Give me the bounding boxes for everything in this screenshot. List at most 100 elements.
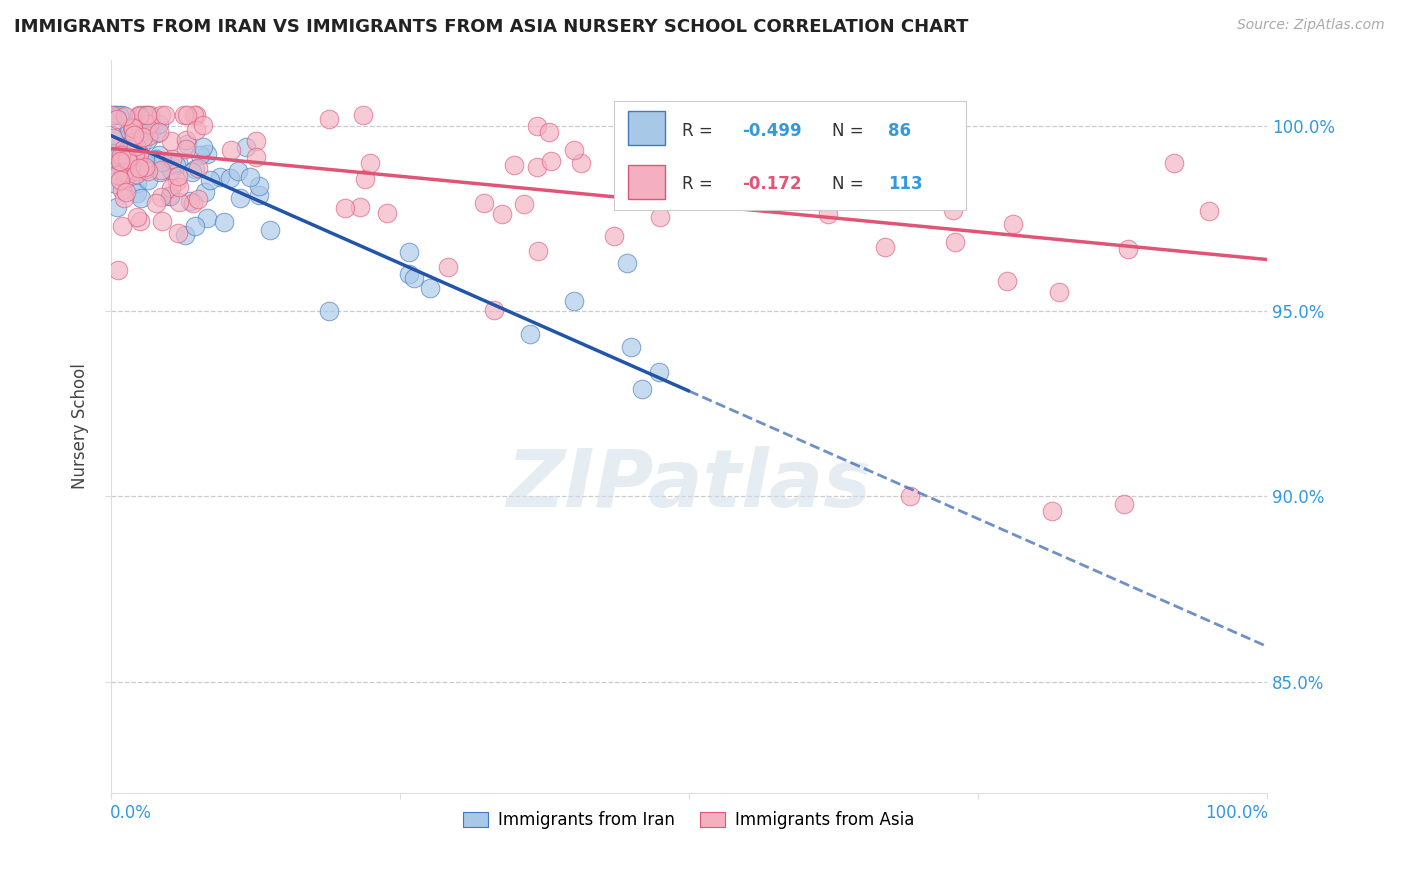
Text: -0.499: -0.499 [742, 122, 801, 140]
Text: -0.172: -0.172 [742, 176, 801, 194]
Point [148, 117, 170, 131]
Point [145, 152, 167, 166]
Point [824, 123, 846, 137]
Point [875, 240, 897, 254]
Point [235, 140, 257, 154]
Point [183, 162, 205, 177]
Point [562, 293, 585, 308]
Point [191, 140, 214, 154]
Point [125, 186, 148, 201]
Point [103, 108, 125, 122]
Point [1112, 497, 1135, 511]
Point [995, 274, 1018, 288]
Point [333, 201, 356, 215]
Point [354, 171, 377, 186]
Point [118, 152, 141, 166]
Text: 0.0%: 0.0% [110, 804, 152, 822]
Point [120, 138, 142, 153]
Point [166, 174, 188, 188]
Point [419, 281, 441, 295]
Point [138, 117, 160, 131]
Point [375, 205, 398, 219]
Point [125, 211, 148, 225]
Point [247, 179, 270, 194]
Point [121, 135, 143, 149]
Point [108, 108, 131, 122]
Point [647, 365, 669, 379]
Point [131, 121, 153, 136]
Point [117, 140, 139, 154]
Point [174, 142, 197, 156]
Point [148, 148, 170, 162]
Point [167, 180, 190, 194]
Point [526, 120, 548, 134]
Text: ZIPatlas: ZIPatlas [506, 446, 872, 524]
Point [620, 340, 643, 354]
Point [187, 192, 209, 206]
Point [1163, 156, 1185, 170]
Point [184, 123, 207, 137]
Point [148, 125, 170, 139]
Point [135, 162, 157, 177]
Point [145, 195, 167, 210]
Point [259, 223, 281, 237]
Point [132, 155, 155, 169]
Point [526, 244, 548, 258]
Point [138, 118, 160, 132]
Point [814, 171, 837, 186]
Point [349, 200, 371, 214]
Point [482, 302, 505, 317]
Point [136, 132, 159, 146]
Point [398, 268, 420, 282]
Point [101, 131, 124, 145]
Point [125, 139, 148, 153]
Text: R =: R = [682, 176, 718, 194]
Point [238, 169, 260, 184]
Point [115, 152, 138, 166]
Point [125, 176, 148, 190]
Point [134, 152, 156, 166]
Point [195, 211, 218, 225]
Point [183, 196, 205, 211]
Point [180, 165, 202, 179]
Point [135, 108, 157, 122]
Point [173, 108, 195, 122]
Point [932, 193, 955, 207]
Point [127, 153, 149, 167]
Point [150, 213, 173, 227]
Point [121, 120, 143, 134]
Point [149, 108, 172, 122]
Point [128, 108, 150, 122]
Point [352, 108, 374, 122]
Point [101, 151, 124, 165]
Point [318, 112, 340, 126]
Point [114, 171, 136, 186]
Point [519, 326, 541, 341]
Text: IMMIGRANTS FROM IRAN VS IMMIGRANTS FROM ASIA NURSERY SCHOOL CORRELATION CHART: IMMIGRANTS FROM IRAN VS IMMIGRANTS FROM … [14, 18, 969, 36]
Bar [627, 165, 665, 199]
Point [110, 148, 132, 162]
Point [1116, 242, 1139, 256]
Point [121, 134, 143, 148]
Point [131, 191, 153, 205]
Point [110, 154, 132, 169]
Point [159, 189, 181, 203]
Point [794, 179, 817, 194]
Point [108, 153, 131, 168]
Point [101, 145, 124, 160]
Point [122, 120, 145, 135]
Point [160, 152, 183, 166]
Text: 86: 86 [887, 122, 911, 140]
Point [167, 154, 190, 169]
Point [187, 161, 209, 176]
Point [139, 116, 162, 130]
Point [943, 235, 966, 249]
Point [503, 158, 526, 172]
Bar [627, 112, 665, 145]
Point [198, 173, 221, 187]
Text: N =: N = [832, 176, 863, 194]
Point [110, 154, 132, 169]
Point [540, 153, 562, 168]
Point [105, 112, 128, 127]
Point [139, 125, 162, 139]
